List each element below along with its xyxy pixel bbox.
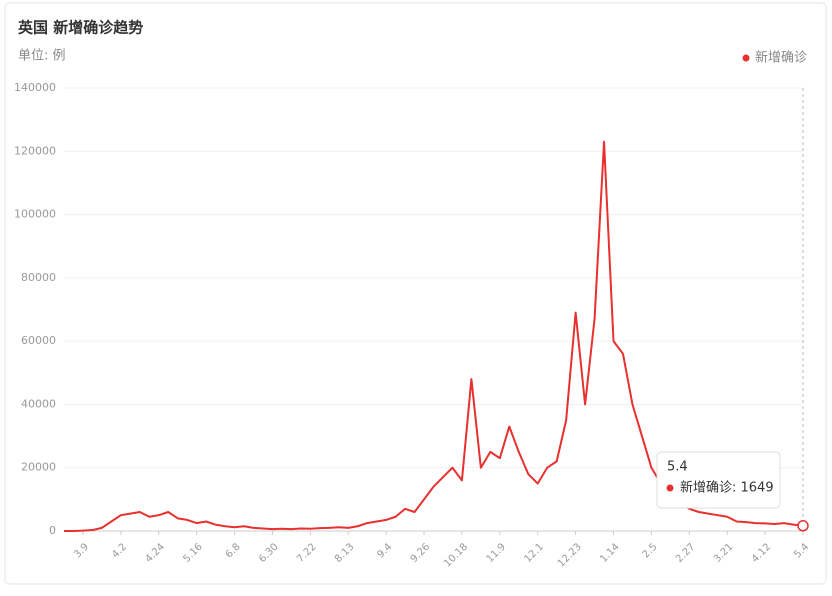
y-tick-label: 20000 bbox=[21, 461, 56, 474]
hover-point bbox=[797, 520, 809, 532]
y-tick-label: 40000 bbox=[21, 397, 56, 410]
tooltip: 5.4 新增确诊: 1649 bbox=[656, 451, 781, 509]
y-tick-label: 100000 bbox=[14, 208, 56, 221]
tooltip-title: 5.4 bbox=[667, 460, 688, 475]
y-tick-label: 0 bbox=[49, 524, 56, 537]
tooltip-box bbox=[656, 451, 781, 509]
legend-marker bbox=[742, 54, 750, 62]
card bbox=[4, 2, 827, 585]
y-tick-label: 60000 bbox=[21, 334, 56, 347]
tooltip-marker bbox=[666, 484, 674, 492]
tooltip-text: 新增确诊: 1649 bbox=[680, 480, 774, 496]
y-tick-label: 120000 bbox=[14, 144, 56, 157]
y-tick-label: 140000 bbox=[14, 81, 56, 94]
y-tick-label: 80000 bbox=[21, 271, 56, 284]
legend-item[interactable]: 新增确诊 bbox=[742, 50, 808, 66]
chart-title: 英国 新增确诊趋势 bbox=[18, 19, 143, 37]
legend-label: 新增确诊 bbox=[755, 50, 807, 66]
chart-subtitle: 单位: 例 bbox=[18, 49, 66, 64]
